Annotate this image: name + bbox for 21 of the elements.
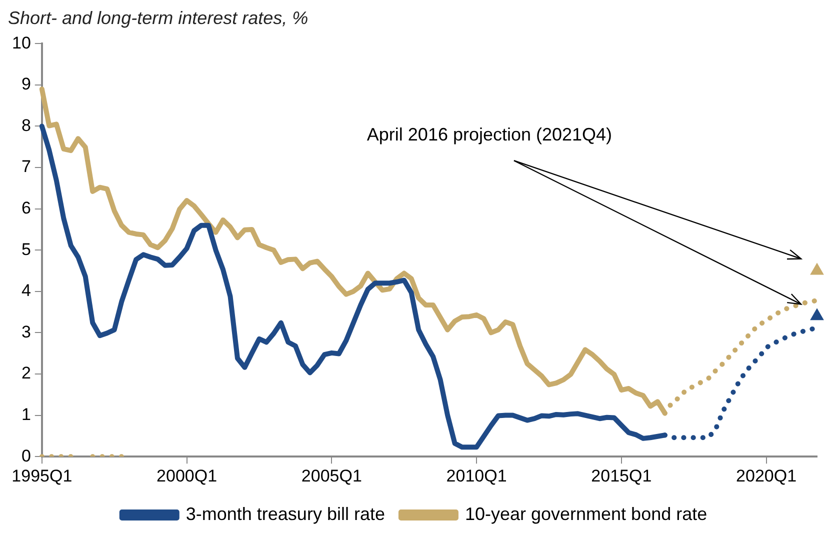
chart-title: Short- and long-term interest rates, % xyxy=(8,8,308,28)
x-tick-label: 2000Q1 xyxy=(156,466,218,486)
x-tick-label: 1995Q1 xyxy=(12,466,72,486)
legend-label: 3-month treasury bill rate xyxy=(186,504,385,524)
y-tick-label: 2 xyxy=(21,364,31,383)
y-tick-label: 5 xyxy=(21,240,31,259)
x-tick-label: 2010Q1 xyxy=(446,466,507,486)
y-tick-label: 3 xyxy=(21,322,31,342)
y-tick-label: 8 xyxy=(21,116,31,135)
y-tick-label: 9 xyxy=(21,74,31,94)
legend-label: 10-year government bond rate xyxy=(464,504,708,524)
x-tick-label: 2020Q1 xyxy=(736,466,797,486)
y-tick-label: 4 xyxy=(21,281,31,300)
y-tick-label: 1 xyxy=(21,404,31,424)
x-tick-label: 2015Q1 xyxy=(591,466,652,486)
y-tick-label: 0 xyxy=(21,446,31,466)
x-tick-label: 2005Q1 xyxy=(301,466,362,486)
y-tick-label: 7 xyxy=(21,157,31,176)
y-tick-label: 10 xyxy=(12,33,31,52)
annotation: April 2016 projection (2021Q4) xyxy=(366,124,612,145)
y-tick-label: 6 xyxy=(21,198,31,218)
